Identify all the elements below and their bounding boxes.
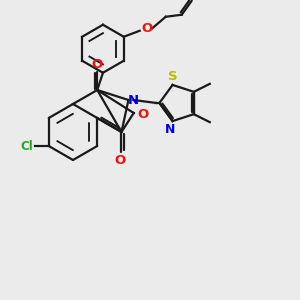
Text: N: N bbox=[128, 94, 139, 106]
Text: S: S bbox=[168, 70, 177, 83]
Text: O: O bbox=[115, 154, 126, 166]
Text: N: N bbox=[165, 123, 176, 136]
Text: O: O bbox=[92, 58, 103, 71]
Text: O: O bbox=[137, 107, 148, 121]
Text: Cl: Cl bbox=[20, 140, 33, 152]
Text: O: O bbox=[141, 22, 152, 35]
